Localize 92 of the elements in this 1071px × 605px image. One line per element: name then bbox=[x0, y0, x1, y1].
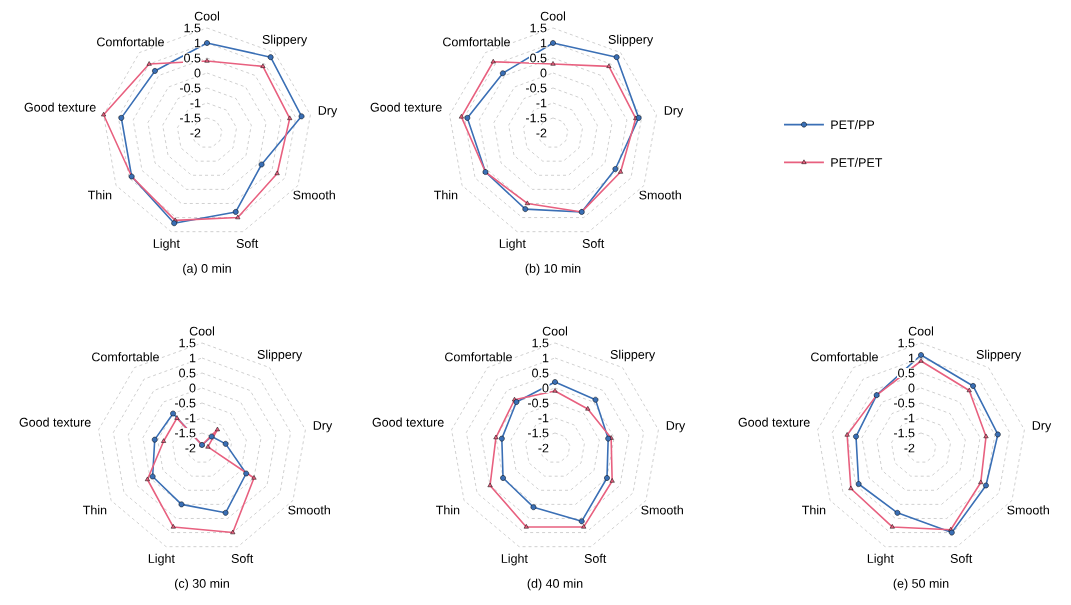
spoke-label: Comfortable bbox=[443, 37, 510, 47]
y-tick-label: -2 bbox=[185, 443, 196, 453]
spoke-label: Thin bbox=[83, 505, 107, 515]
spoke-label: Good texture bbox=[370, 102, 442, 112]
y-tick-label: -2 bbox=[538, 443, 549, 453]
spoke-label: Thin bbox=[436, 505, 460, 515]
y-tick-label: -0.5 bbox=[179, 83, 201, 93]
text: (a) 0 min bbox=[183, 263, 231, 276]
spoke-label: Soft bbox=[236, 238, 259, 248]
y-tick-label: -1.5 bbox=[174, 428, 196, 438]
y-tick-label: 0.5 bbox=[530, 53, 547, 63]
y-tick-label: -1 bbox=[538, 413, 549, 423]
text: (e) 50 min bbox=[893, 578, 949, 591]
spoke-label: Smooth bbox=[1007, 505, 1049, 515]
y-tick-label: -0.5 bbox=[525, 83, 547, 93]
spoke-label: Smooth bbox=[293, 190, 335, 200]
spoke-label: Slippery bbox=[262, 34, 308, 47]
spoke-label: Thin bbox=[802, 505, 826, 515]
spoke-label: Cool bbox=[908, 326, 934, 336]
spoke-label: Thin bbox=[434, 190, 458, 200]
y-tick-label: -1.5 bbox=[527, 428, 549, 438]
spoke-label: Soft bbox=[231, 553, 254, 563]
y-tick-label: -1.5 bbox=[525, 113, 547, 123]
spoke-label: Light bbox=[501, 553, 528, 566]
spoke-label: Soft bbox=[582, 238, 605, 248]
spoke-label: Comfortable bbox=[811, 352, 878, 362]
spoke-label: Dry bbox=[664, 106, 684, 118]
spoke-label: Dry bbox=[666, 421, 686, 433]
y-tick-label: 1.5 bbox=[184, 23, 201, 33]
y-tick-label: 1.5 bbox=[532, 338, 549, 348]
spoke-label: Slippery bbox=[610, 349, 656, 362]
spoke-label: Soft bbox=[584, 553, 607, 563]
spoke-label: Cool bbox=[189, 326, 215, 336]
y-tick-label: 1 bbox=[540, 38, 547, 48]
y-tick-label: -1 bbox=[185, 413, 196, 423]
spoke-label: Thin bbox=[88, 190, 112, 200]
y-tick-label: -2 bbox=[904, 443, 915, 453]
spoke-label: Comfortable bbox=[92, 352, 159, 362]
spoke-label: Light bbox=[148, 553, 175, 566]
y-tick-label: 0 bbox=[194, 68, 201, 78]
y-tick-label: 0 bbox=[189, 383, 196, 393]
y-tick-label: 0.5 bbox=[184, 53, 201, 63]
y-tick-label: 1 bbox=[194, 38, 201, 48]
y-tick-label: 1 bbox=[908, 353, 915, 363]
y-tick-label: 1 bbox=[189, 353, 196, 363]
spoke-label: Slippery bbox=[257, 349, 303, 362]
text: (d) 40 min bbox=[527, 578, 583, 591]
spoke-label: Smooth bbox=[288, 505, 330, 515]
legend-label: PET/PET bbox=[831, 157, 883, 167]
y-tick-label: 0 bbox=[542, 383, 549, 393]
spoke-label: Smooth bbox=[641, 505, 683, 515]
spoke-label: Good texture bbox=[19, 417, 91, 427]
spoke-label: Slippery bbox=[976, 349, 1022, 362]
y-tick-label: -1.5 bbox=[179, 113, 201, 123]
y-tick-label: 1.5 bbox=[179, 338, 196, 348]
y-tick-label: 0 bbox=[908, 383, 915, 393]
spoke-label: Light bbox=[153, 238, 180, 251]
text: (b) 10 min bbox=[525, 263, 581, 276]
spoke-label: Cool bbox=[540, 11, 566, 21]
spoke-label: Dry bbox=[318, 106, 338, 118]
y-tick-label: 1 bbox=[542, 353, 549, 363]
spoke-label: Good texture bbox=[738, 417, 810, 427]
spoke-label: Soft bbox=[950, 553, 973, 563]
spoke-label: Cool bbox=[194, 11, 220, 21]
y-tick-label: -0.5 bbox=[174, 398, 196, 408]
spoke-label: Dry bbox=[313, 421, 333, 433]
spoke-label: Light bbox=[499, 238, 526, 251]
y-tick-label: 0.5 bbox=[532, 368, 549, 378]
y-tick-label: -2 bbox=[190, 128, 201, 138]
spoke-label: Slippery bbox=[608, 34, 654, 47]
text: (c) 30 min bbox=[175, 578, 229, 591]
y-tick-label: -0.5 bbox=[893, 398, 915, 408]
y-tick-label: -1 bbox=[536, 98, 547, 108]
y-tick-label: -0.5 bbox=[527, 398, 549, 408]
y-tick-label: -2 bbox=[536, 128, 547, 138]
y-tick-label: -1 bbox=[904, 413, 915, 423]
y-tick-label: 1.5 bbox=[530, 23, 547, 33]
y-tick-label: -1.5 bbox=[893, 428, 915, 438]
spoke-label: Comfortable bbox=[97, 37, 164, 47]
y-tick-label: 0.5 bbox=[179, 368, 196, 378]
spoke-label: Dry bbox=[1032, 421, 1052, 433]
spoke-label: Good texture bbox=[24, 102, 96, 112]
y-tick-label: 1.5 bbox=[898, 338, 915, 348]
spoke-label: Cool bbox=[542, 326, 568, 336]
spoke-label: Comfortable bbox=[445, 352, 512, 362]
y-tick-label: -1 bbox=[190, 98, 201, 108]
spoke-label: Light bbox=[867, 553, 894, 566]
legend-label: PET/PP bbox=[831, 120, 875, 130]
spoke-label: Good texture bbox=[372, 417, 444, 427]
y-tick-label: 0 bbox=[540, 68, 547, 78]
spoke-label: Smooth bbox=[639, 190, 681, 200]
y-tick-label: 0.5 bbox=[898, 368, 915, 378]
